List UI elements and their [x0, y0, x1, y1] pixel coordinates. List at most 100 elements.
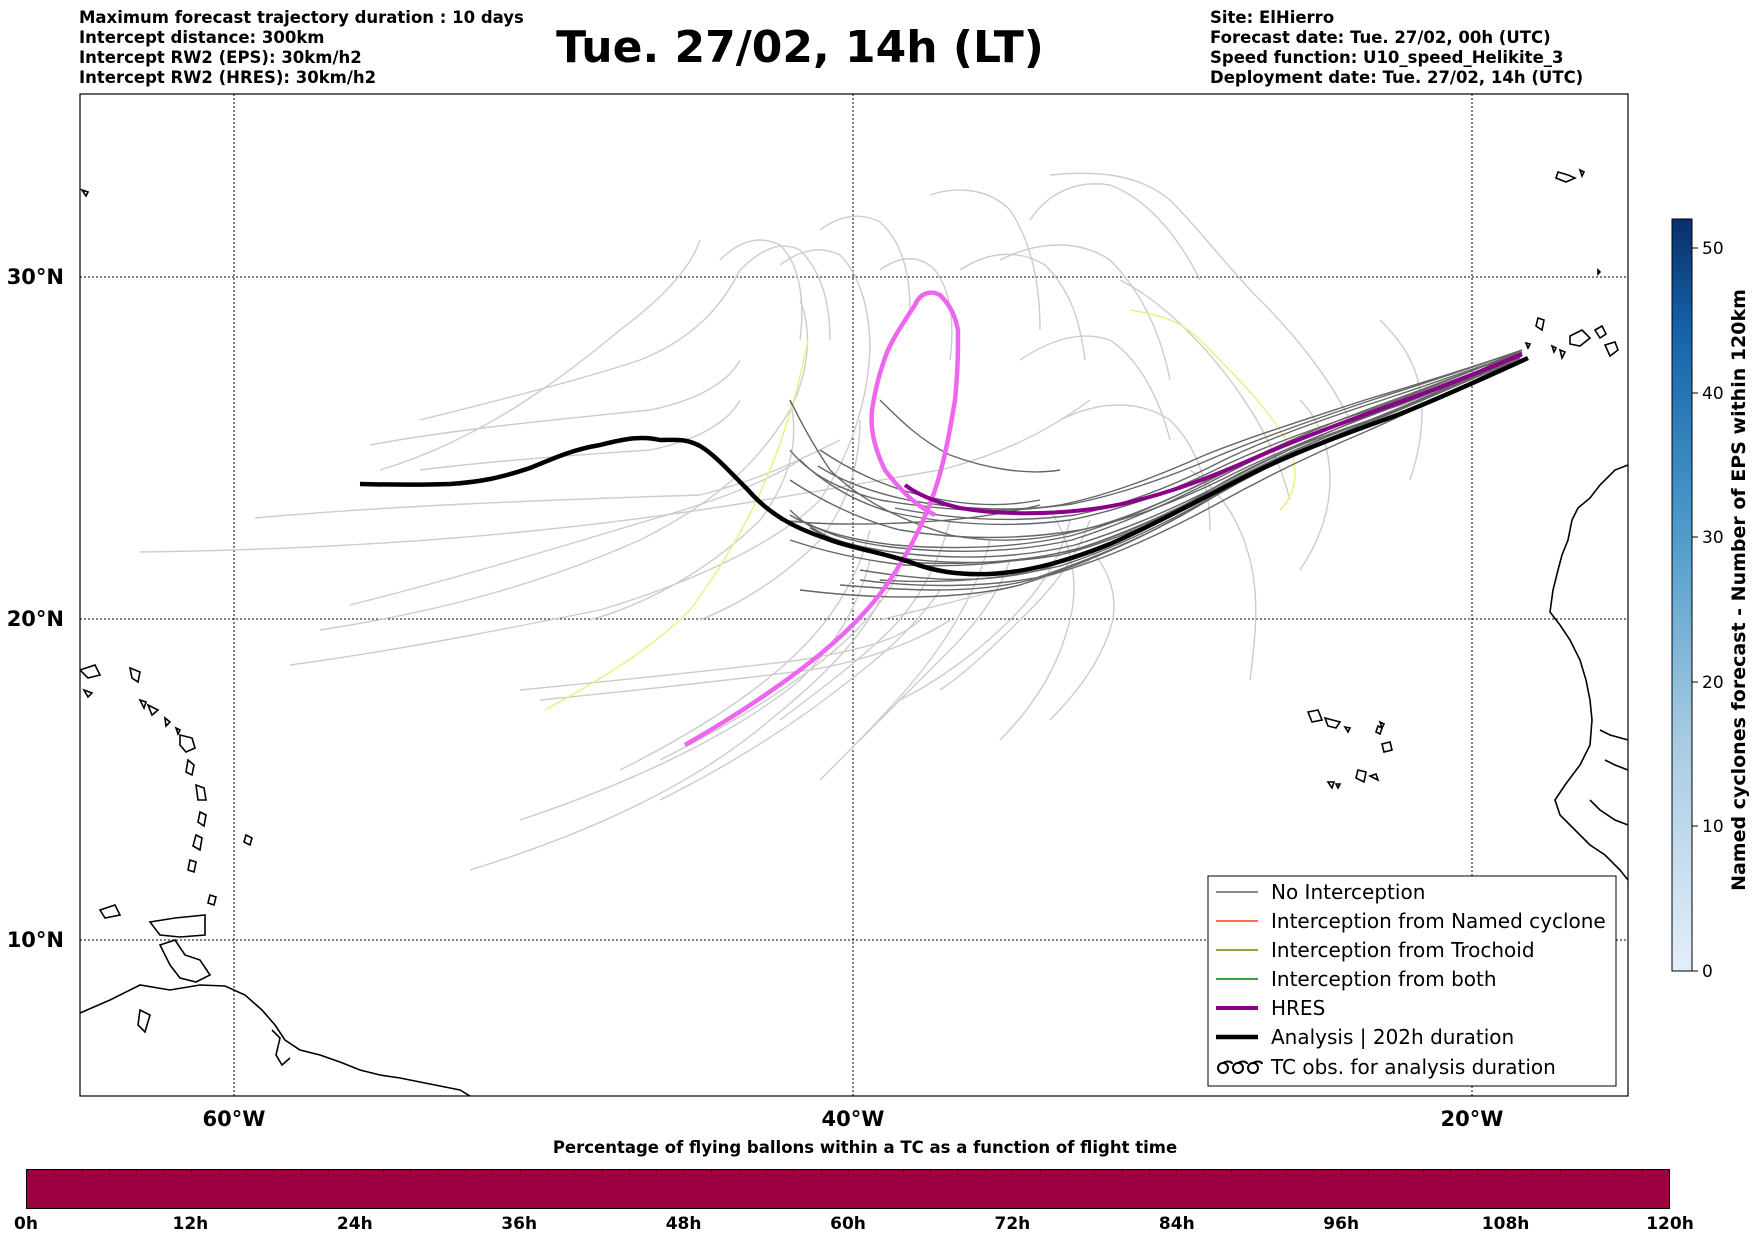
legend-label: TC obs. for analysis duration [1270, 1055, 1556, 1079]
legend-label: Interception from Trochoid [1271, 938, 1535, 962]
percentage-bar-minor-tick [574, 1170, 576, 1175]
percentage-bar-minor-tick [875, 1170, 877, 1175]
header-right-line: Forecast date: Tue. 27/02, 00h (UTC) [1210, 28, 1551, 47]
tc-symbol-icon [1217, 1060, 1263, 1074]
colorbar-tick-label: 40 [1702, 384, 1724, 404]
percentage-bar-minor-tick [492, 1170, 494, 1175]
percentage-bar-minor-tick [1504, 1170, 1506, 1175]
percentage-tick-label: 60h [830, 1214, 866, 1234]
percentage-bar-minor-tick [1066, 1170, 1068, 1175]
percentage-bar-minor-tick [191, 1170, 193, 1175]
percentage-bar-minor-tick [848, 1170, 849, 1175]
percentage-tick-label: 72h [994, 1214, 1031, 1234]
percentage-bar-minor-tick [163, 1170, 165, 1175]
percentage-bar-minor-tick [1039, 1170, 1041, 1175]
lon-tick-label: 20°W [1441, 1107, 1504, 1131]
colorbar-tick-label: 20 [1702, 673, 1724, 693]
percentage-bar-minor-tick [519, 1170, 521, 1175]
hres-track [903, 352, 1523, 516]
percentage-bar-minor-tick [601, 1170, 603, 1175]
percentage-tick-label: 84h [1158, 1214, 1195, 1234]
percentage-bar-minor-tick [328, 1170, 330, 1175]
percentage-bar-minor-tick [410, 1170, 412, 1175]
percentage-tick-label: 48h [665, 1214, 702, 1234]
header-right-line: Site: ElHierro [1210, 8, 1335, 27]
percentage-bar-minor-tick [546, 1170, 548, 1175]
percentage-bar-minor-tick [1203, 1170, 1205, 1175]
percentage-bar-minor-tick [1559, 1170, 1561, 1175]
analysis-track [359, 355, 1529, 577]
header-right-line: Deployment date: Tue. 27/02, 14h (UTC) [1210, 68, 1584, 87]
percentage-tick-label: 96h [1323, 1214, 1360, 1234]
percentage-bar-minor-tick [437, 1170, 439, 1175]
legend-label: No Interception [1271, 880, 1425, 904]
colorbar-tick-label: 50 [1702, 239, 1724, 259]
percentage-bar-minor-tick [957, 1170, 959, 1175]
percentage-tick-label: 12h [172, 1214, 209, 1234]
yellow-track [544, 339, 809, 711]
percentage-bar-minor-tick [1149, 1170, 1151, 1175]
percentage-bar-minor-tick [765, 1170, 767, 1175]
colorbar-tick-label: 10 [1702, 817, 1724, 837]
percentage-bar-minor-tick [1586, 1170, 1588, 1175]
colorbar-label: Named cyclones forecast - Number of EPS … [1728, 289, 1750, 891]
percentage-bar-minor-tick [711, 1170, 713, 1175]
percentage-bar-minor-tick [1313, 1170, 1315, 1175]
percentage-bar-minor-tick [1231, 1170, 1233, 1175]
percentage-bar-minor-tick [1450, 1170, 1452, 1175]
colorbar [1671, 218, 1693, 972]
percentage-bar-minor-tick [1121, 1170, 1123, 1175]
percentage-bar-minor-tick [300, 1170, 302, 1175]
percentage-bar-minor-tick [1614, 1170, 1616, 1175]
percentage-bar-minor-tick [793, 1170, 795, 1175]
header-left-line: Intercept distance: 300km [79, 28, 325, 47]
percentage-bar-minor-tick [683, 1170, 685, 1175]
percentage-bar-minor-tick [738, 1170, 740, 1175]
percentage-bar-ticks: 0h 12h 24h 36h 48h 60h 72h 84h 96h 108h … [14, 1214, 1694, 1234]
percentage-bar-minor-tick [218, 1170, 220, 1175]
colorbar-tick-label: 30 [1702, 528, 1724, 548]
legend-label: Interception from both [1271, 967, 1497, 991]
percentage-bar-minor-tick [136, 1170, 138, 1175]
header-right-line: Speed function: U10_speed_Helikite_3 [1210, 48, 1564, 67]
header-left-line: Intercept RW2 (HRES): 30km/h2 [79, 68, 377, 87]
lat-tick-label: 30°N [7, 265, 64, 289]
lat-tick-label: 10°N [7, 928, 64, 952]
percentage-bar-minor-tick [930, 1170, 932, 1175]
percentage-bar-minor-tick [1367, 1170, 1369, 1175]
percentage-bar-minor-tick [1395, 1170, 1397, 1175]
eps-faint-trajectories [139, 172, 1423, 871]
percentage-bar-minor-tick [629, 1170, 631, 1175]
percentage-bar-minor-tick [656, 1170, 658, 1175]
percentage-bar [26, 1169, 1670, 1209]
header-left-line: Maximum forecast trajectory duration : 1… [79, 8, 524, 27]
percentage-bar-minor-tick [902, 1170, 904, 1175]
percentage-bar-minor-tick [1285, 1170, 1287, 1175]
colorbar-tick-labels: 0 10 20 30 40 50 [1702, 239, 1724, 982]
percentage-bar-minor-tick [355, 1170, 357, 1175]
percentage-bar-minor-tick [464, 1170, 466, 1175]
magenta-track [683, 290, 961, 747]
percentage-bar-minor-tick [382, 1170, 384, 1175]
lat-tick-label: 20°N [7, 607, 64, 631]
coastlines [80, 168, 1628, 1096]
percentage-tick-label: 36h [501, 1214, 538, 1234]
yellow-track-2 [1129, 309, 1296, 511]
legend-label: Analysis | 202h duration [1271, 1025, 1514, 1049]
colorbar-tick-label: 0 [1702, 962, 1713, 982]
legend-label: Interception from Named cyclone [1271, 909, 1606, 933]
percentage-bar-minor-tick [1176, 1170, 1178, 1175]
percentage-bar-minor-tick [1258, 1170, 1260, 1175]
percentage-bar-minor-tick [1477, 1170, 1479, 1175]
percentage-bar-minor-tick [54, 1170, 56, 1175]
legend-label: HRES [1271, 996, 1325, 1020]
lon-tick-label: 60°W [203, 1107, 266, 1131]
header-left-line: Intercept RW2 (EPS): 30km/h2 [79, 48, 362, 67]
percentage-bar-minor-tick [81, 1170, 83, 1175]
percentage-tick-label: 0h [14, 1214, 38, 1234]
header-left-info: Maximum forecast trajectory duration : 1… [79, 8, 524, 88]
percentage-bar-minor-tick [1340, 1170, 1342, 1175]
percentage-bar-minor-tick [1094, 1170, 1096, 1175]
percentage-tick-label: 108h [1481, 1214, 1530, 1234]
